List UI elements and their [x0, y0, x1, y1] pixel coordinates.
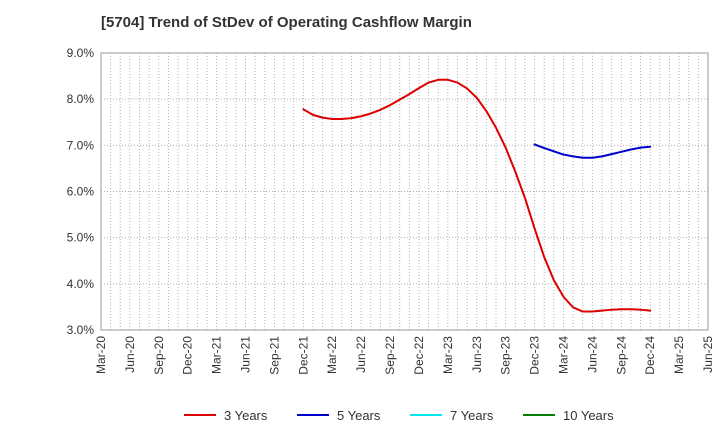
y-tick-label: 6.0%: [67, 185, 95, 199]
x-tick-label: Sep-20: [152, 336, 166, 375]
grid-layer: [101, 53, 708, 330]
legend: 3 Years 5 Years 7 Years 10 Years: [184, 408, 614, 423]
legend-label-5-years: 5 Years: [337, 408, 381, 423]
x-tick-label: Jun-23: [470, 336, 484, 373]
x-tick-label: Dec-22: [412, 336, 426, 375]
x-tick-label: Sep-24: [614, 336, 628, 375]
legend-label-7-years: 7 Years: [450, 408, 494, 423]
legend-label-3-years: 3 Years: [224, 408, 268, 423]
y-tick-label: 8.0%: [67, 92, 95, 106]
y-axis-ticks: 3.0% 4.0% 5.0% 6.0% 7.0% 8.0% 9.0%: [67, 46, 95, 337]
x-tick-label: Jun-25: [701, 336, 715, 373]
x-tick-label: Sep-23: [499, 336, 513, 375]
x-tick-label: Mar-21: [210, 336, 224, 374]
x-tick-label: Mar-24: [556, 336, 570, 374]
x-tick-label: Mar-22: [325, 336, 339, 374]
y-tick-label: 9.0%: [67, 46, 95, 60]
y-tick-label: 7.0%: [67, 138, 95, 152]
x-tick-label: Mar-20: [94, 336, 108, 374]
x-tick-label: Mar-23: [441, 336, 455, 374]
plot-frame: [100, 52, 709, 331]
legend-label-10-years: 10 Years: [563, 408, 614, 423]
series-line-5-years: [533, 143, 652, 159]
x-tick-label: Dec-23: [528, 336, 542, 375]
x-tick-label: Dec-21: [296, 336, 310, 375]
x-tick-label: Sep-22: [383, 336, 397, 375]
series-line-3-years: [302, 78, 652, 313]
x-tick-label: Mar-25: [672, 336, 686, 374]
x-tick-label: Jun-22: [354, 336, 368, 373]
x-tick-label: Dec-20: [181, 336, 195, 375]
x-axis-ticks: Mar-20 Jun-20 Sep-20 Dec-20 Mar-21 Jun-21 Sep-…: [94, 336, 715, 375]
chart-title: [5704] Trend of StDev of Operating Cashf…: [101, 14, 472, 31]
x-tick-label: Jun-20: [123, 336, 137, 373]
y-tick-label: 5.0%: [67, 231, 95, 245]
x-tick-label: Dec-24: [643, 336, 657, 375]
y-tick-label: 3.0%: [67, 323, 95, 337]
y-tick-label: 4.0%: [67, 277, 95, 291]
x-tick-label: Sep-21: [267, 336, 281, 375]
x-tick-label: Jun-24: [585, 336, 599, 373]
x-tick-label: Jun-21: [239, 336, 253, 373]
series-layer: [302, 78, 652, 313]
